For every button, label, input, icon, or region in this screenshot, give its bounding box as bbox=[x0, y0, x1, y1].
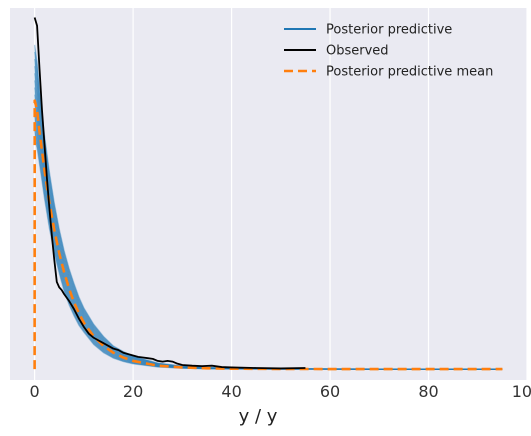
legend-label: Observed bbox=[326, 44, 389, 59]
x-tick-label: 100 bbox=[512, 382, 531, 401]
x-ticks: 0 20 40 60 80 100 bbox=[30, 382, 531, 401]
plot-background bbox=[10, 8, 527, 380]
legend-label: Posterior predictive bbox=[326, 23, 452, 38]
x-tick-label: 80 bbox=[418, 382, 438, 401]
x-tick-label: 40 bbox=[221, 382, 241, 401]
legend: Posterior predictive Observed Posterior pr… bbox=[284, 23, 493, 80]
grid-lines bbox=[34, 8, 528, 380]
x-tick-label: 20 bbox=[123, 382, 143, 401]
x-axis-label: y / y bbox=[239, 406, 278, 427]
observed-line bbox=[33, 17, 306, 370]
x-tick-label: 60 bbox=[320, 382, 340, 401]
legend-label: Posterior predictive mean bbox=[326, 65, 493, 80]
data-lines bbox=[33, 17, 503, 371]
x-tick-label: 0 bbox=[30, 382, 40, 401]
